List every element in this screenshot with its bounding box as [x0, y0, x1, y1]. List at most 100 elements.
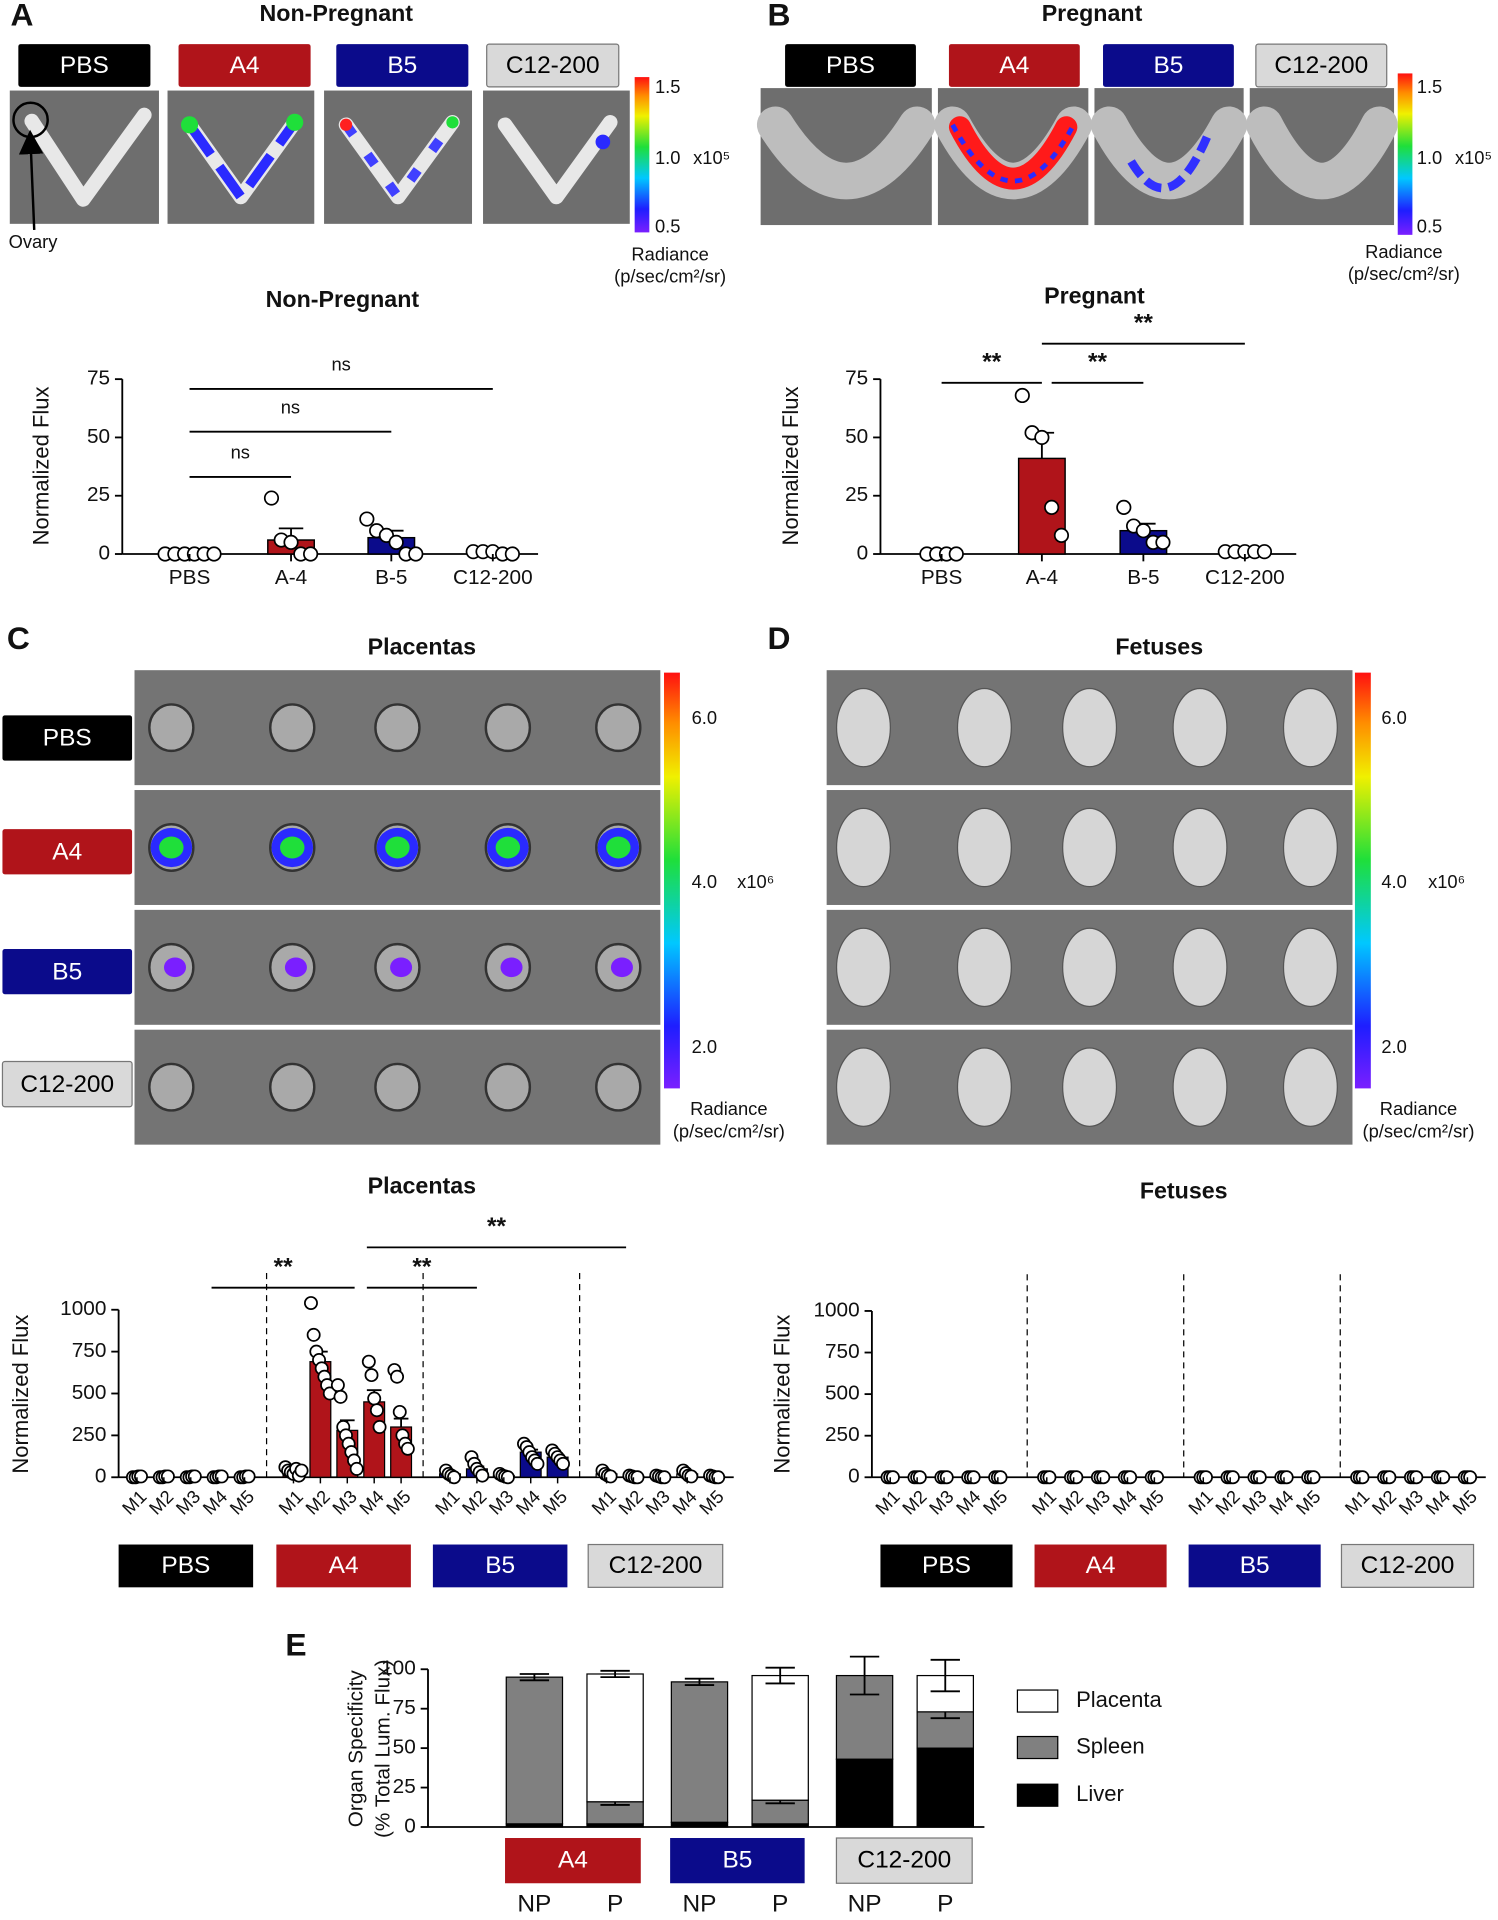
x-tick-label: M5 [1135, 1486, 1168, 1519]
tissue [497, 115, 618, 205]
fetus [1282, 687, 1338, 768]
panel-title: Pregnant [1042, 0, 1143, 26]
x-tick-label: NP [682, 1891, 716, 1918]
colorbar-tick-label: 6.0 [1381, 707, 1406, 728]
x-tick-label: A-4 [275, 566, 307, 589]
group-label-box [486, 43, 620, 88]
colorbar-label: Radiance [1365, 241, 1442, 262]
fetus [956, 927, 1012, 1008]
significance-label: ns [281, 396, 300, 417]
group-label: A4 [558, 1847, 588, 1874]
legend-swatch [1016, 1735, 1059, 1760]
colorbar [634, 77, 650, 233]
colorbar-tick-label: 1.5 [1417, 76, 1442, 97]
y-tick-label: 25 [845, 483, 868, 506]
colorbar-tick-label: 4.0 [692, 871, 717, 892]
group-label-box [18, 44, 151, 87]
y-tick-label: 0 [404, 1814, 416, 1837]
y-axis-label: Normalized Flux [770, 1315, 795, 1474]
data-point [294, 1463, 309, 1478]
colorbar-tick-label: 4.0 [1381, 871, 1406, 892]
colorbar-units: (p/sec/cm²/sr) [673, 1120, 785, 1141]
signal [948, 116, 1078, 190]
signal [446, 116, 459, 129]
group-label-box [1255, 43, 1388, 88]
group-label: C12-200 [506, 52, 600, 79]
data-point [885, 1470, 900, 1485]
placenta [595, 1062, 642, 1112]
significance-label: ns [331, 354, 350, 375]
signal [159, 836, 184, 859]
x-tick-label: C12-200 [1205, 566, 1285, 589]
y-tick-label: 75 [87, 367, 110, 390]
data-point [1044, 499, 1060, 515]
colorbar-tick-label: 1.5 [655, 76, 680, 97]
signal [185, 119, 299, 202]
data-point [359, 511, 375, 527]
colorbar-label: Radiance [631, 243, 708, 264]
group-label-box [948, 44, 1080, 87]
fetus [835, 927, 891, 1008]
y-tick-label: 250 [72, 1423, 107, 1446]
group-label-box [1103, 44, 1234, 87]
colorbar-label: Radiance [1380, 1098, 1457, 1119]
data-point [369, 1403, 384, 1418]
signal [286, 113, 304, 131]
data-point [1382, 1470, 1397, 1485]
data-point [160, 1469, 175, 1484]
chart-title: Pregnant [1044, 282, 1145, 308]
data-point [1014, 387, 1030, 404]
colorbar [1354, 672, 1371, 1089]
legend-label: Spleen [1076, 1733, 1145, 1758]
colorbar-unit: x10⁶ [1428, 871, 1465, 892]
ovary-arrow [18, 129, 44, 231]
data-point [333, 1389, 348, 1404]
data-point [912, 1470, 927, 1485]
y-tick-label: 750 [825, 1340, 860, 1363]
data-point [263, 490, 280, 506]
data-point [1042, 1470, 1057, 1485]
group-label: B5 [387, 52, 417, 79]
y-tick-label: 0 [857, 541, 869, 564]
fetus [956, 687, 1012, 768]
signal [339, 118, 353, 131]
x-tick-label: M5 [225, 1486, 258, 1519]
y-tick-label: 1000 [60, 1297, 106, 1320]
y-tick-label: 500 [825, 1382, 860, 1405]
signal [606, 836, 631, 859]
y-tick-label: 75 [845, 367, 868, 390]
data-point [306, 1327, 321, 1342]
x-tick-label: B-5 [1127, 566, 1159, 589]
colorbar-tick-label: 0.5 [1417, 215, 1442, 236]
data-point [1135, 523, 1151, 539]
group-label: PBS [922, 1552, 971, 1579]
signal [385, 836, 410, 859]
y-axis-label: Normalized Flux [8, 1315, 33, 1474]
placenta [484, 703, 532, 753]
fetus [1282, 1047, 1338, 1127]
significance-label: ** [274, 1254, 294, 1281]
data-point [1069, 1470, 1084, 1485]
colorbar-unit: x10⁶ [737, 871, 774, 892]
x-tick-label: M5 [1448, 1486, 1481, 1519]
y-tick-label: 100 [381, 1657, 416, 1680]
signal [180, 116, 199, 134]
data-point [1256, 544, 1273, 560]
group-label: B5 [485, 1552, 515, 1579]
placenta [484, 1062, 532, 1112]
data-point [388, 534, 404, 550]
x-tick-label: C12-200 [453, 566, 533, 589]
x-tick-label: M5 [1292, 1486, 1325, 1519]
group-label-box [2, 829, 133, 875]
data-point [948, 546, 964, 562]
data-point [330, 1378, 345, 1393]
significance-label: ** [1088, 349, 1108, 376]
colorbar-units: (p/sec/cm²/sr) [1363, 1120, 1475, 1141]
colorbar-units: (p/sec/cm²/sr) [1348, 263, 1460, 284]
signal [280, 836, 305, 859]
placenta [374, 703, 421, 753]
fetus [835, 687, 891, 768]
fetus [1282, 927, 1338, 1008]
data-point [1463, 1470, 1478, 1485]
